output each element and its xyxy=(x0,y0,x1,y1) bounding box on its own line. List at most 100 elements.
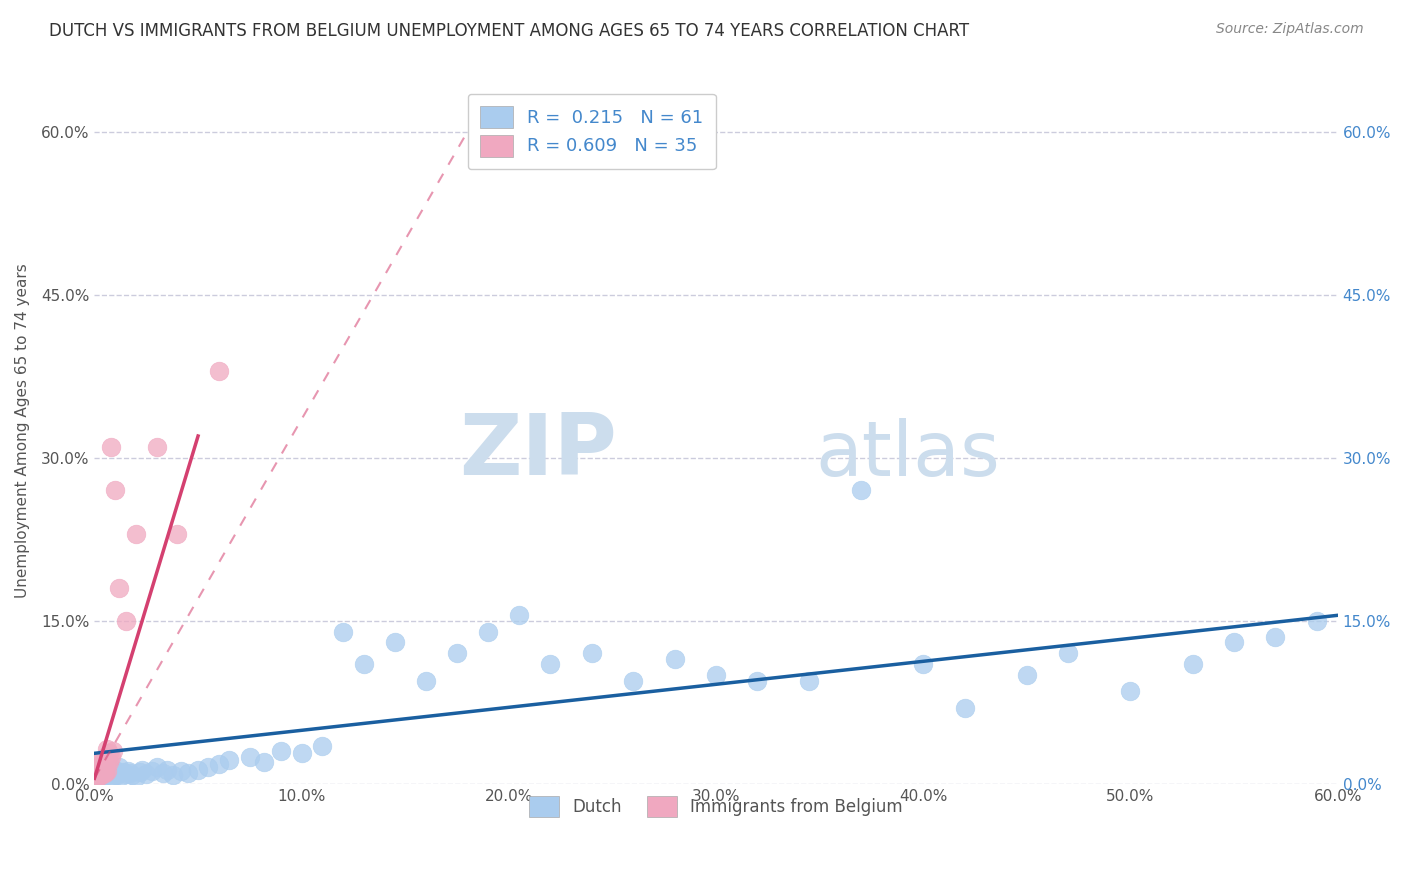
Point xyxy=(1306,614,1329,628)
Point xyxy=(87,765,110,780)
Point xyxy=(621,673,644,688)
Point xyxy=(162,768,184,782)
Point xyxy=(96,755,118,769)
Point xyxy=(849,483,872,498)
Point xyxy=(91,760,114,774)
Point xyxy=(100,764,122,778)
Point xyxy=(912,657,935,672)
Point xyxy=(239,749,262,764)
Point xyxy=(90,760,112,774)
Point xyxy=(141,764,163,778)
Point xyxy=(125,526,148,541)
Point xyxy=(104,483,127,498)
Point xyxy=(253,755,276,769)
Point xyxy=(101,744,124,758)
Point xyxy=(415,673,437,688)
Point xyxy=(94,757,117,772)
Point xyxy=(177,765,200,780)
Point xyxy=(953,700,976,714)
Point xyxy=(94,749,117,764)
Point xyxy=(270,744,292,758)
Point xyxy=(100,440,122,454)
Point xyxy=(90,768,112,782)
Point xyxy=(311,739,333,753)
Point xyxy=(332,624,354,639)
Point xyxy=(117,764,139,778)
Point xyxy=(104,767,127,781)
Point xyxy=(114,614,136,628)
Point xyxy=(1264,630,1286,644)
Point xyxy=(291,747,314,761)
Point xyxy=(86,772,108,786)
Point xyxy=(353,657,375,672)
Point xyxy=(108,760,131,774)
Point xyxy=(108,581,131,595)
Point xyxy=(187,763,209,777)
Point xyxy=(1223,635,1246,649)
Point xyxy=(94,768,117,782)
Point xyxy=(384,635,406,649)
Point xyxy=(166,526,188,541)
Point xyxy=(96,742,118,756)
Point xyxy=(108,765,131,780)
Point xyxy=(105,768,128,782)
Point xyxy=(581,646,603,660)
Point xyxy=(131,763,153,777)
Point xyxy=(477,624,499,639)
Point xyxy=(90,764,112,778)
Text: ZIP: ZIP xyxy=(458,410,617,493)
Point xyxy=(170,764,193,778)
Point xyxy=(101,769,124,783)
Point xyxy=(91,765,114,780)
Point xyxy=(1119,684,1142,698)
Point xyxy=(94,765,117,780)
Point xyxy=(538,657,561,672)
Point xyxy=(129,764,152,779)
Point xyxy=(208,757,231,772)
Point xyxy=(1057,646,1080,660)
Point xyxy=(87,769,110,783)
Point xyxy=(86,768,108,782)
Point xyxy=(218,753,240,767)
Point xyxy=(112,764,135,779)
Point xyxy=(145,760,167,774)
Point xyxy=(664,652,686,666)
Point xyxy=(1181,657,1204,672)
Point xyxy=(208,364,231,378)
Point xyxy=(104,763,127,777)
Point xyxy=(86,765,108,780)
Point xyxy=(446,646,468,660)
Point xyxy=(100,765,122,780)
Point xyxy=(90,753,112,767)
Point xyxy=(145,440,167,454)
Point xyxy=(152,765,174,780)
Point xyxy=(98,770,121,784)
Point xyxy=(94,764,117,778)
Point xyxy=(508,608,530,623)
Point xyxy=(1015,668,1038,682)
Point xyxy=(110,769,132,783)
Point xyxy=(100,749,122,764)
Y-axis label: Unemployment Among Ages 65 to 74 years: Unemployment Among Ages 65 to 74 years xyxy=(15,263,30,598)
Point xyxy=(86,764,108,778)
Text: atlas: atlas xyxy=(815,418,1001,492)
Point xyxy=(114,767,136,781)
Point xyxy=(121,768,143,782)
Point xyxy=(156,763,179,777)
Point xyxy=(197,760,219,774)
Point xyxy=(135,767,157,781)
Point xyxy=(125,770,148,784)
Point xyxy=(90,772,112,786)
Point xyxy=(799,673,821,688)
Point xyxy=(98,747,121,761)
Point xyxy=(118,765,141,780)
Point xyxy=(96,764,118,778)
Text: Source: ZipAtlas.com: Source: ZipAtlas.com xyxy=(1216,22,1364,37)
Point xyxy=(86,760,108,774)
Point xyxy=(87,764,110,778)
Legend: Dutch, Immigrants from Belgium: Dutch, Immigrants from Belgium xyxy=(520,788,911,825)
Point xyxy=(747,673,769,688)
Point xyxy=(704,668,727,682)
Point xyxy=(91,755,114,769)
Text: DUTCH VS IMMIGRANTS FROM BELGIUM UNEMPLOYMENT AMONG AGES 65 TO 74 YEARS CORRELAT: DUTCH VS IMMIGRANTS FROM BELGIUM UNEMPLO… xyxy=(49,22,969,40)
